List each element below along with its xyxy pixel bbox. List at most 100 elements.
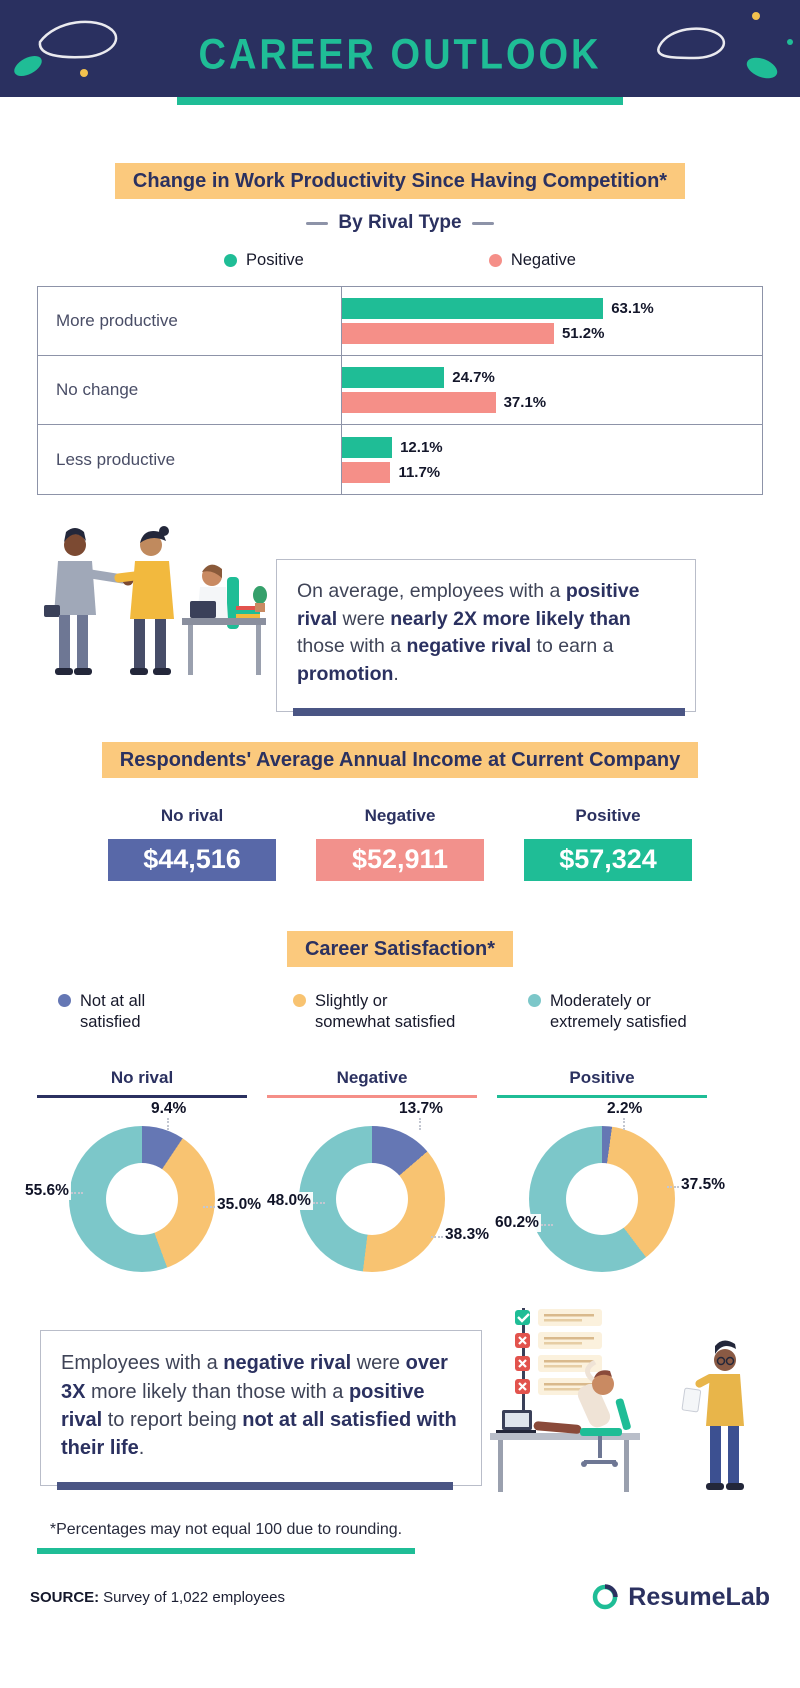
income-label: Positive — [575, 805, 641, 825]
brand-primary: Resume — [628, 1582, 726, 1611]
donut — [529, 1126, 675, 1273]
donut-charts-row: No rival 9.4% 55.6% 35.0% Negative 13.7%… — [0, 1068, 800, 1287]
table-row: No change 24.7% 37.1% — [38, 356, 762, 425]
income-section-title: Respondents' Average Annual Income at Cu… — [101, 741, 699, 778]
footnote-text: *Percentages may not equal 100 due to ro… — [49, 1521, 403, 1539]
negative-bar — [342, 323, 554, 344]
footer: SOURCE: Survey of 1,022 employees ResumeL… — [0, 1582, 800, 1612]
source-label: SOURCE: — [30, 1588, 100, 1606]
dash-right — [471, 221, 494, 225]
header: CAREER OUTLOOK — [0, 0, 800, 97]
productivity-subtitle: By Rival Type — [0, 212, 800, 234]
table-row: Less productive 12.1% 11.7% — [38, 425, 762, 494]
callout-underline-bar — [57, 1481, 453, 1490]
negative-bar — [342, 392, 496, 413]
decorative-squiggle-left — [14, 20, 118, 77]
bar-value: 51.2% — [561, 325, 605, 342]
satisfaction-legend: Not at all satisfied Slightly or somewha… — [0, 991, 800, 1034]
productivity-section-title: Change in Work Productivity Since Having… — [114, 163, 686, 199]
legend-item-extremely-satisfied: Moderately or extremely satisfied — [528, 991, 763, 1034]
legend-label: Slightly or somewhat satisfied — [315, 991, 456, 1032]
life-callout-box: Employees with a negative rival were ove… — [40, 1330, 482, 1490]
slice-label-somewhat-satisfied: 38.3% — [431, 1226, 491, 1245]
donut-title-underline — [497, 1094, 707, 1099]
bar-value: 63.1% — [611, 300, 654, 317]
page-title: CAREER OUTLOOK — [198, 31, 602, 79]
row-label: No change — [56, 380, 139, 399]
donut-title: Positive — [569, 1067, 635, 1087]
productivity-section: Change in Work Productivity Since Having… — [0, 163, 800, 495]
income-value-box: $52,911 — [316, 838, 484, 881]
income-col-no-rival: No rival $44,516 — [108, 806, 276, 881]
donut-title-underline — [37, 1094, 247, 1099]
bar-chart-legend: Positive Negative — [0, 251, 800, 270]
income-value-box: $44,516 — [108, 838, 276, 881]
legend-label: Negative — [510, 251, 576, 269]
source-line: SOURCE: Survey of 1,022 employees — [30, 1589, 285, 1606]
donut-chart-no-rival: No rival 9.4% 55.6% 35.0% — [23, 1067, 263, 1287]
footnote-block: *Percentages may not equal 100 due to ro… — [37, 1521, 415, 1555]
donut-title: No rival — [110, 1067, 174, 1087]
office-relaxing-illustration — [490, 1308, 744, 1493]
income-value-box: $57,324 — [524, 838, 692, 881]
bar-value: 11.7% — [398, 463, 441, 481]
donut-title-underline — [267, 1094, 477, 1099]
legend-item-negative: Negative — [488, 251, 576, 270]
donut — [299, 1126, 445, 1273]
income-col-positive: Positive $57,324 — [524, 806, 692, 881]
promotion-callout-text: On average, employees with a positive ri… — [297, 580, 640, 686]
slice-label-not-satisfied: 13.7% — [397, 1100, 445, 1131]
slice-label-not-satisfied: 2.2% — [605, 1100, 645, 1131]
negative-bar — [342, 461, 391, 483]
positive-bar — [342, 436, 393, 458]
slice-label-somewhat-satisfied: 35.0% — [203, 1196, 263, 1215]
handshake-illustration — [44, 526, 267, 675]
income-col-negative: Negative $52,911 — [316, 806, 484, 881]
row-bars: 24.7% 37.1% — [341, 356, 762, 424]
brand-secondary: Lab — [725, 1582, 770, 1611]
footnote-accent-bar — [37, 1548, 415, 1555]
bar-value: 12.1% — [400, 438, 443, 456]
dash-left — [306, 221, 329, 225]
life-callout-text: Employees with a negative rival were ove… — [61, 1352, 457, 1460]
positive-bar — [342, 367, 445, 388]
row-bars: 12.1% 11.7% — [341, 425, 762, 494]
resumelab-logo-icon — [593, 1584, 619, 1610]
donut — [69, 1126, 215, 1273]
bar-value: 24.7% — [452, 369, 495, 386]
promotion-callout-section: On average, employees with a positive ri… — [30, 519, 763, 716]
legend-item-positive: Positive — [224, 251, 304, 270]
slice-label-extremely-satisfied: 55.6% — [23, 1182, 83, 1201]
positive-legend-dot — [224, 254, 238, 267]
income-section: Respondents' Average Annual Income at Cu… — [0, 741, 800, 881]
slice-label-extremely-satisfied: 60.2% — [493, 1214, 553, 1233]
legend-label: Moderately or extremely satisfied — [550, 991, 687, 1032]
resumelab-logo: ResumeLab — [590, 1582, 770, 1612]
decorative-squiggle-right — [657, 12, 793, 79]
not-satisfied-dot — [58, 993, 71, 1007]
legend-label: Positive — [246, 251, 304, 269]
table-row: More productive 63.1% 51.2% — [38, 287, 762, 356]
extremely-satisfied-dot — [528, 993, 541, 1007]
slice-label-not-satisfied: 9.4% — [149, 1100, 189, 1131]
negative-legend-dot — [488, 254, 502, 267]
row-bars: 63.1% 51.2% — [341, 287, 762, 355]
source-text: Survey of 1,022 employees — [103, 1588, 285, 1606]
donut-area: 2.2% 60.2% 37.5% — [493, 1098, 727, 1286]
legend-item-not-satisfied: Not at all satisfied — [58, 991, 293, 1034]
slice-label-extremely-satisfied: 48.0% — [265, 1192, 325, 1211]
row-label: Less productive — [56, 449, 176, 469]
slice-label-somewhat-satisfied: 37.5% — [667, 1176, 727, 1195]
satisfaction-section-title: Career Satisfaction* — [286, 930, 514, 967]
legend-item-somewhat-satisfied: Slightly or somewhat satisfied — [293, 991, 528, 1034]
life-callout-section: Employees with a negative rival were ove… — [40, 1308, 772, 1497]
resumelab-logo-text: ResumeLab — [628, 1583, 770, 1612]
productivity-bar-chart: More productive 63.1% 51.2% No change — [37, 286, 763, 495]
donut-chart-negative: Negative 13.7% 48.0% 38.3% — [265, 1068, 491, 1287]
legend-label: Not at all satisfied — [80, 991, 146, 1032]
somewhat-satisfied-dot — [293, 993, 306, 1007]
satisfaction-section: Career Satisfaction* Not at all satisfie… — [0, 930, 800, 1287]
bar-value: 37.1% — [503, 394, 547, 411]
donut-chart-positive: Positive 2.2% 60.2% 37.5% — [493, 1067, 727, 1287]
